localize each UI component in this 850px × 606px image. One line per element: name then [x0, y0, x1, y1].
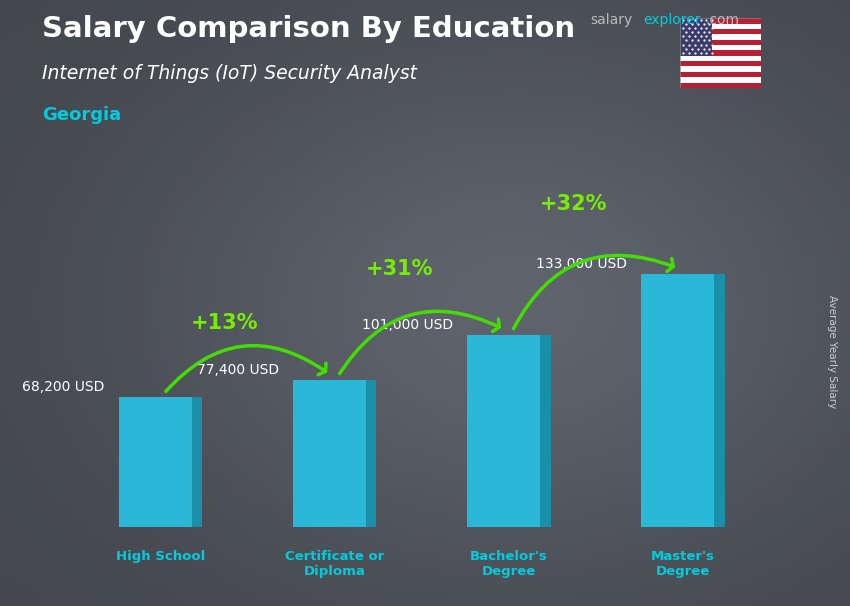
Bar [680, 67, 761, 72]
Text: Average Yearly Salary: Average Yearly Salary [827, 295, 837, 408]
Text: Salary Comparison By Education: Salary Comparison By Education [42, 15, 575, 43]
Bar [119, 398, 192, 527]
Polygon shape [192, 398, 202, 527]
Text: +31%: +31% [366, 259, 433, 279]
Bar [680, 18, 761, 24]
Text: 77,400 USD: 77,400 USD [197, 363, 279, 377]
Text: Bachelor's
Degree: Bachelor's Degree [470, 550, 547, 578]
Text: High School: High School [116, 550, 205, 563]
Polygon shape [714, 274, 725, 527]
Bar [680, 35, 761, 39]
Text: explorer: explorer [643, 13, 701, 27]
Text: 68,200 USD: 68,200 USD [22, 381, 105, 395]
Bar [680, 72, 761, 77]
Bar [680, 39, 761, 45]
Polygon shape [540, 335, 551, 527]
Bar [293, 380, 366, 527]
Bar [680, 77, 761, 82]
Text: +32%: +32% [540, 194, 607, 214]
Bar [680, 50, 761, 56]
Bar [680, 24, 761, 29]
Text: salary: salary [591, 13, 633, 27]
Bar [641, 274, 714, 527]
Bar [680, 61, 761, 67]
Bar [680, 56, 761, 61]
Bar [467, 335, 540, 527]
Bar [680, 82, 761, 88]
Text: Georgia: Georgia [42, 106, 122, 124]
Text: 101,000 USD: 101,000 USD [362, 318, 453, 332]
Text: +13%: +13% [191, 313, 258, 333]
Bar [680, 29, 761, 35]
Bar [680, 45, 761, 50]
Text: Master's
Degree: Master's Degree [651, 550, 715, 578]
Bar [680, 18, 712, 56]
Text: Internet of Things (IoT) Security Analyst: Internet of Things (IoT) Security Analys… [42, 64, 417, 82]
Text: .com: .com [706, 13, 740, 27]
Text: Certificate or
Diploma: Certificate or Diploma [285, 550, 384, 578]
Polygon shape [366, 380, 377, 527]
Text: 133,000 USD: 133,000 USD [536, 257, 627, 271]
